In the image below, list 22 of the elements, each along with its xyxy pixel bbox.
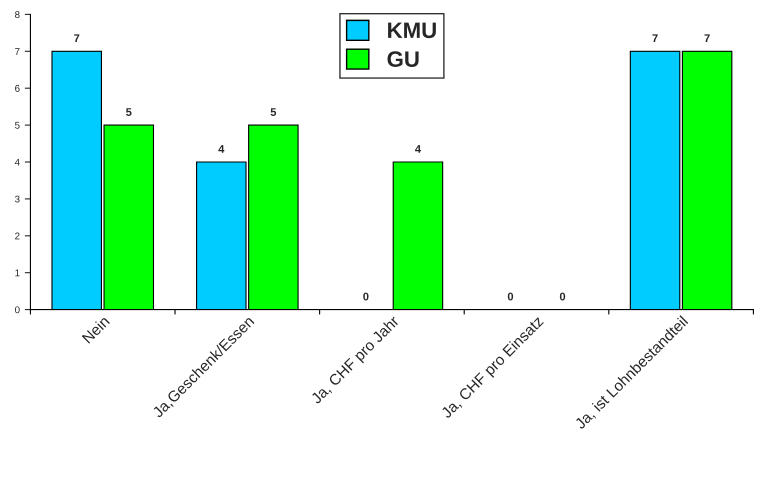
y-tick-label: 0 <box>14 306 20 314</box>
data-label: 0 <box>560 292 566 300</box>
y-tick-label: 6 <box>15 84 20 92</box>
data-label: 7 <box>652 34 658 42</box>
y-tick-label: 8 <box>15 11 20 18</box>
y-tick-label: 2 <box>15 232 20 240</box>
legend-label: GU <box>388 51 419 67</box>
y-tick-label: 5 <box>15 122 20 129</box>
data-label: 0 <box>363 292 369 300</box>
data-label: 4 <box>415 145 421 153</box>
legend-label: KMU <box>388 22 436 38</box>
y-tick-label: 3 <box>14 196 20 203</box>
y-tick-label: 7 <box>15 48 20 55</box>
y-tick-label: 1 <box>15 270 20 276</box>
x-tick-label: Nein <box>81 315 110 344</box>
data-label: 5 <box>270 108 276 116</box>
data-label: 7 <box>74 34 80 42</box>
data-label: 0 <box>508 292 514 300</box>
data-label: 5 <box>126 108 132 116</box>
y-tick-label: 4 <box>14 158 20 166</box>
data-label: 7 <box>704 34 710 42</box>
data-label: 4 <box>218 145 224 153</box>
